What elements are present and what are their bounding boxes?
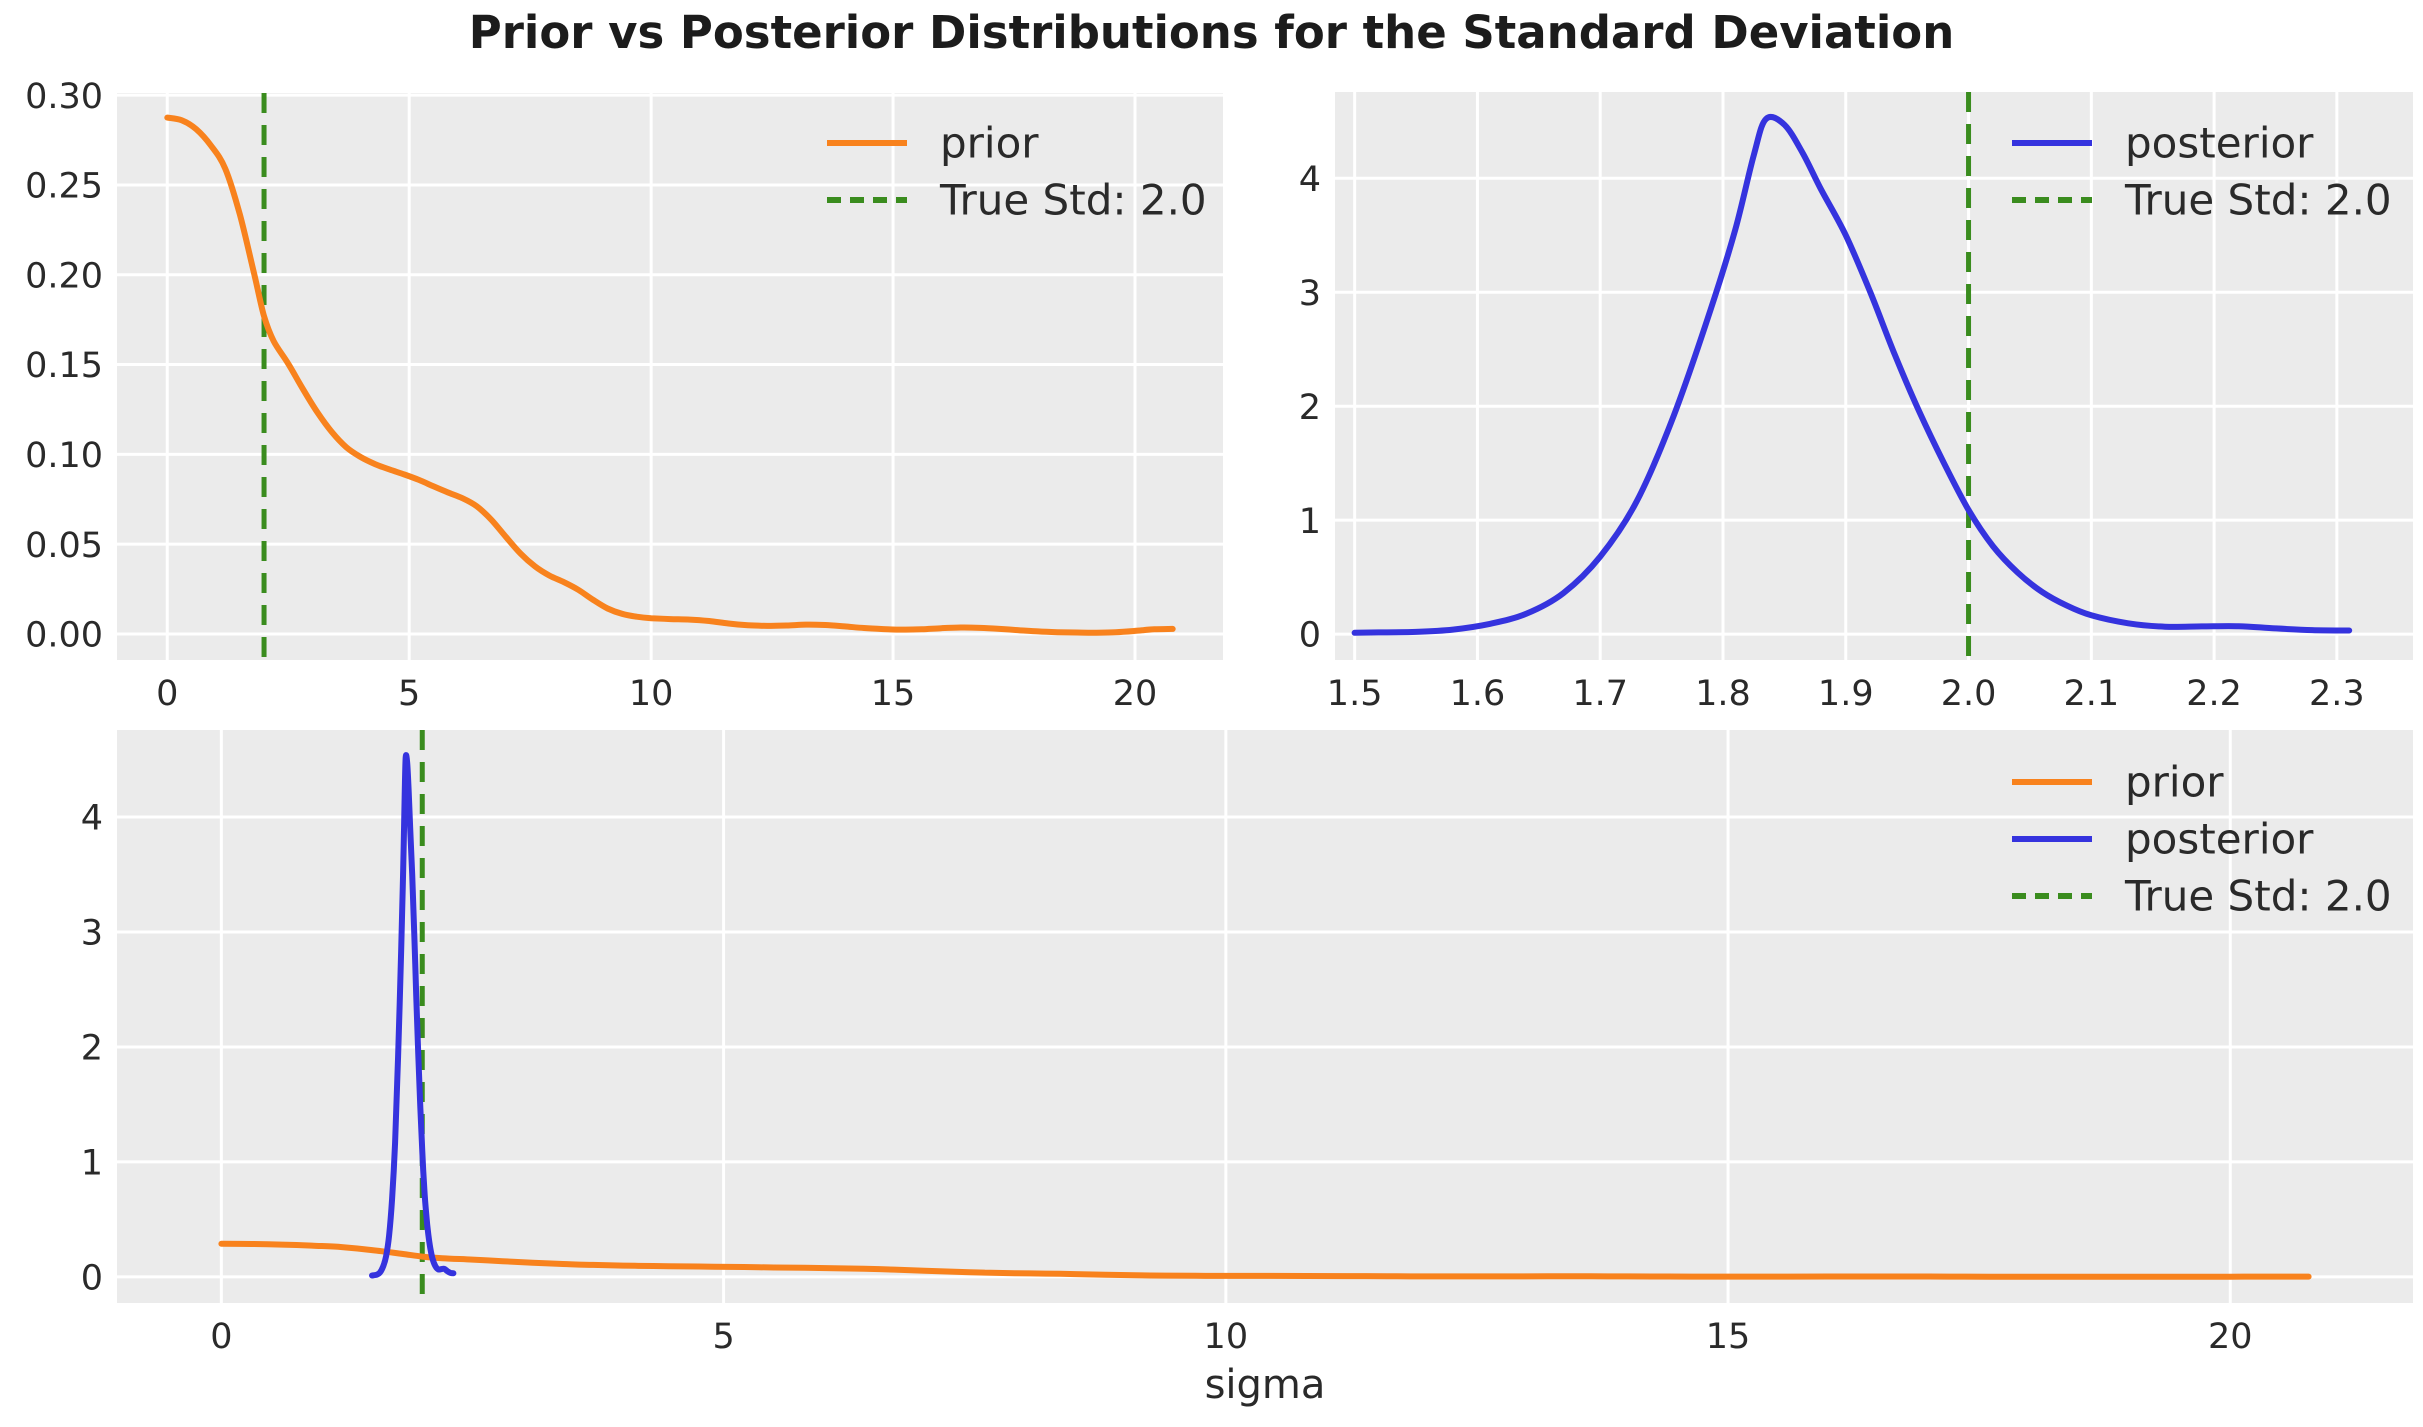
posterior-panel-ytick-label: 4 (1299, 160, 1321, 200)
posterior-panel-xtick-label: 1.6 (1450, 674, 1506, 714)
combined-panel-xtick-label: 15 (1706, 1317, 1751, 1357)
posterior-panel-xtick-label: 1.9 (1818, 674, 1874, 714)
prior-panel-ytick-label: 0.15 (25, 346, 103, 386)
combined-panel-xtick-label: 5 (712, 1317, 734, 1357)
prior-panel-xtick-label: 20 (1113, 674, 1158, 714)
prior-panel-ytick-label: 0.25 (25, 167, 103, 207)
posterior-panel-xtick-label: 2.1 (2063, 674, 2119, 714)
prior-panel-xtick-label: 15 (871, 674, 916, 714)
prior-panel-prior-curve (164, 114, 1176, 636)
posterior-panel-xtick-label: 1.8 (1695, 674, 1751, 714)
combined-panel-ytick-label: 2 (81, 1029, 103, 1069)
figure-title: Prior vs Posterior Distributions for the… (468, 6, 1955, 59)
posterior-panel-legend-label: posterior (2125, 118, 2314, 167)
posterior-panel-posterior-curve (1351, 113, 2353, 636)
prior-panel-ytick-label: 0.00 (25, 616, 103, 656)
prior-panel-legend-label: prior (940, 118, 1039, 167)
combined-panel-xtick-label: 10 (1204, 1317, 1249, 1357)
combined-panel-xtick-label: 20 (2208, 1317, 2253, 1357)
posterior-panel-legend-label: True Std: 2.0 (2124, 175, 2392, 224)
combined-panel-legend-label: posterior (2125, 814, 2314, 863)
prior-panel-xtick-label: 5 (398, 674, 420, 714)
posterior-panel-xtick-label: 2.2 (2186, 674, 2242, 714)
prior-panel-ytick-label: 0.20 (25, 256, 103, 296)
combined-panel-posterior-curve (369, 752, 457, 1279)
posterior-panel-ytick-label: 0 (1299, 616, 1321, 656)
posterior-panel-ytick-label: 2 (1299, 388, 1321, 428)
combined-panel-ytick-label: 4 (81, 799, 103, 839)
posterior-panel-xtick-label: 1.7 (1572, 674, 1628, 714)
combined-panel-legend-label: prior (2125, 757, 2224, 806)
posterior-panel-xtick-label: 2.0 (1941, 674, 1997, 714)
prior-panel-ytick-label: 0.10 (25, 436, 103, 476)
posterior-panel-xtick-label: 1.5 (1327, 674, 1383, 714)
prior-panel-xtick-label: 10 (629, 674, 674, 714)
posterior-panel-ytick-label: 3 (1299, 274, 1321, 314)
combined-panel-xtick-label: 0 (210, 1317, 232, 1357)
prior-panel-background (117, 93, 1223, 660)
combined-panel-legend-label: True Std: 2.0 (2124, 871, 2392, 920)
combined-panel-ytick-label: 1 (81, 1144, 103, 1184)
prior-panel-ytick-label: 0.30 (25, 77, 103, 117)
combined-panel-background (117, 730, 2413, 1303)
prior-panel-xtick-label: 0 (156, 674, 178, 714)
combined-panel-prior-curve (218, 1240, 2312, 1280)
prior-panel-legend-label: True Std: 2.0 (939, 175, 1207, 224)
combined-panel-ytick-label: 3 (81, 914, 103, 954)
posterior-panel-ytick-label: 1 (1299, 502, 1321, 542)
combined-panel-ytick-label: 0 (81, 1259, 103, 1299)
posterior-panel-background (1335, 92, 2413, 660)
x-axis-label: sigma (1204, 1362, 1326, 1408)
posterior-panel-xtick-label: 2.3 (2309, 674, 2365, 714)
prior-panel-ytick-label: 0.05 (25, 526, 103, 566)
